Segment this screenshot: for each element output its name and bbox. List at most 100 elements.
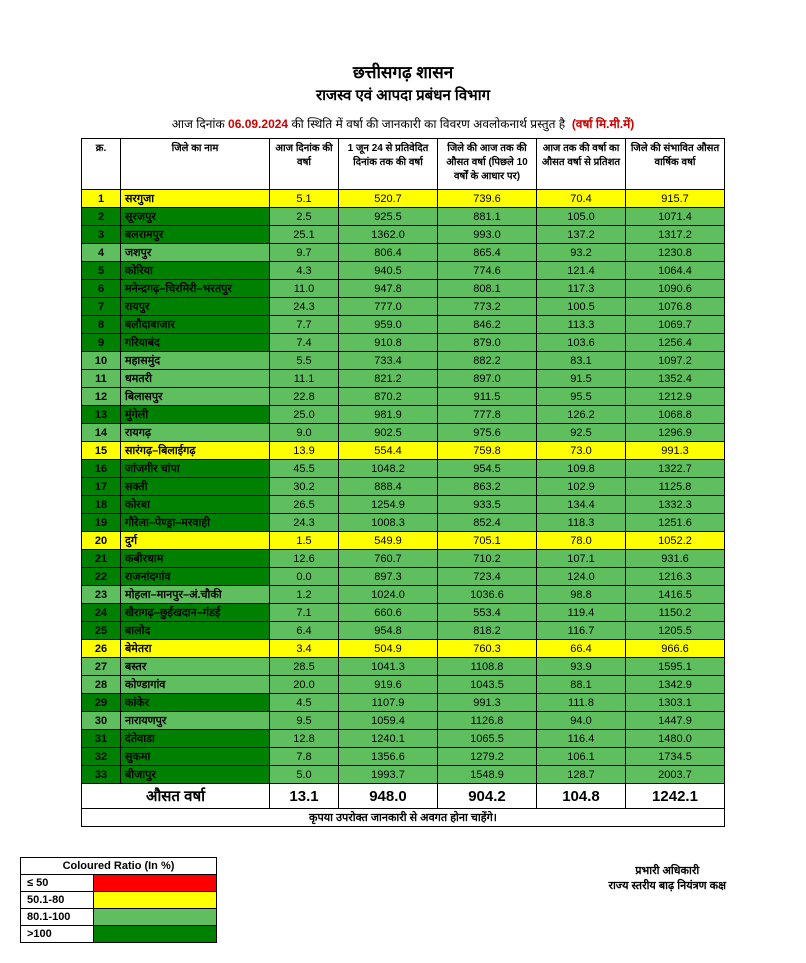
cell: 897.0: [438, 370, 537, 388]
cell: 92.5: [537, 424, 626, 442]
cell: 1150.2: [626, 604, 725, 622]
intro-pre: आज दिनांक: [172, 117, 228, 131]
cell: 95.5: [537, 388, 626, 406]
cell: 70.4: [537, 190, 626, 208]
cell: 1279.2: [438, 748, 537, 766]
table-row: 29कांकेर4.51107.9991.3111.81303.1: [82, 694, 725, 712]
table-row: 22राजनांदगांव0.0897.3723.4124.01216.3: [82, 568, 725, 586]
cell: 1069.7: [626, 316, 725, 334]
cell: 981.9: [339, 406, 438, 424]
cell: 919.6: [339, 676, 438, 694]
report-date: 06.09.2024: [228, 117, 288, 131]
cell: 881.1: [438, 208, 537, 226]
cell: 1254.9: [339, 496, 438, 514]
table-row: 33बीजापुर5.01993.71548.9128.72003.7: [82, 766, 725, 784]
cell: सूरजपुर: [121, 208, 270, 226]
cell: 25: [82, 622, 121, 640]
cell: 20: [82, 532, 121, 550]
table-row: 12बिलासपुर22.8870.2911.595.51212.9: [82, 388, 725, 406]
col-name: जिले का नाम: [121, 139, 270, 190]
avg-cell: 104.8: [537, 784, 626, 809]
cell: 1065.5: [438, 730, 537, 748]
cell: 954.8: [339, 622, 438, 640]
cell: 959.0: [339, 316, 438, 334]
cell: 24.3: [270, 298, 339, 316]
cell: 897.3: [339, 568, 438, 586]
cell: 121.4: [537, 262, 626, 280]
cell: सरगुजा: [121, 190, 270, 208]
cell: 33: [82, 766, 121, 784]
cell: 933.5: [438, 496, 537, 514]
cell: 882.2: [438, 352, 537, 370]
sign-line1: प्रभारी अधिकारी: [608, 863, 726, 878]
cell: 520.7: [339, 190, 438, 208]
cell: 710.2: [438, 550, 537, 568]
cell: 88.1: [537, 676, 626, 694]
cell: 911.5: [438, 388, 537, 406]
cell: 107.1: [537, 550, 626, 568]
cell: 1068.8: [626, 406, 725, 424]
cell: 4.5: [270, 694, 339, 712]
cell: 14: [82, 424, 121, 442]
cell: 991.3: [438, 694, 537, 712]
cell: 45.5: [270, 460, 339, 478]
table-row: 14रायगढ़9.0902.5975.692.51296.9: [82, 424, 725, 442]
cell: 111.8: [537, 694, 626, 712]
cell: 6.4: [270, 622, 339, 640]
cell: 7.4: [270, 334, 339, 352]
cell: 863.2: [438, 478, 537, 496]
cell: 2003.7: [626, 766, 725, 784]
cell: 888.4: [339, 478, 438, 496]
cell: 1.2: [270, 586, 339, 604]
cell: 865.4: [438, 244, 537, 262]
cell: 1734.5: [626, 748, 725, 766]
cell: 6: [82, 280, 121, 298]
cell: 25.1: [270, 226, 339, 244]
table-row: 17सक्ती30.2888.4863.2102.91125.8: [82, 478, 725, 496]
cell: 1447.9: [626, 712, 725, 730]
table-row: 8बलौदाबाजार7.7959.0846.2113.31069.7: [82, 316, 725, 334]
cell: 1052.2: [626, 532, 725, 550]
cell: 915.7: [626, 190, 725, 208]
cell: 1024.0: [339, 586, 438, 604]
cell: 870.2: [339, 388, 438, 406]
cell: सक्ती: [121, 478, 270, 496]
legend-label: ≤ 50: [21, 875, 94, 892]
cell: 1416.5: [626, 586, 725, 604]
cell: राजनांदगांव: [121, 568, 270, 586]
avg-cell: 13.1: [270, 784, 339, 809]
table-row: 15सारंगढ़–बिलाईगढ़13.9554.4759.873.0991.…: [82, 442, 725, 460]
cell: 83.1: [537, 352, 626, 370]
cell: धमतरी: [121, 370, 270, 388]
cell: 504.9: [339, 640, 438, 658]
legend-swatch: [94, 926, 217, 943]
cell: 1048.2: [339, 460, 438, 478]
cell: 137.2: [537, 226, 626, 244]
cell: 774.6: [438, 262, 537, 280]
cell: 9: [82, 334, 121, 352]
cell: दुर्ग: [121, 532, 270, 550]
cell: 821.2: [339, 370, 438, 388]
legend-row: >100: [21, 926, 217, 943]
cell: 902.5: [339, 424, 438, 442]
cell: 7.8: [270, 748, 339, 766]
cell: 931.6: [626, 550, 725, 568]
cell: 28.5: [270, 658, 339, 676]
cell: बलरामपुर: [121, 226, 270, 244]
cell: 11: [82, 370, 121, 388]
cell: 12: [82, 388, 121, 406]
cell: 553.4: [438, 604, 537, 622]
table-row: 5कोरिया4.3940.5774.6121.41064.4: [82, 262, 725, 280]
cell: मनेन्द्रगढ़–चिरमिरी–भरतपुर: [121, 280, 270, 298]
col-today: आज दिनांक की वर्षा: [270, 139, 339, 190]
cell: मुंगेली: [121, 406, 270, 424]
cell: 1256.4: [626, 334, 725, 352]
cell: 7.1: [270, 604, 339, 622]
cell: 30.2: [270, 478, 339, 496]
cell: 18: [82, 496, 121, 514]
table-row: 2सूरजपुर2.5925.5881.1105.01071.4: [82, 208, 725, 226]
cell: 852.4: [438, 514, 537, 532]
cell: 19: [82, 514, 121, 532]
table-row: 18कोरबा26.51254.9933.5134.41332.3: [82, 496, 725, 514]
cell: 25.0: [270, 406, 339, 424]
